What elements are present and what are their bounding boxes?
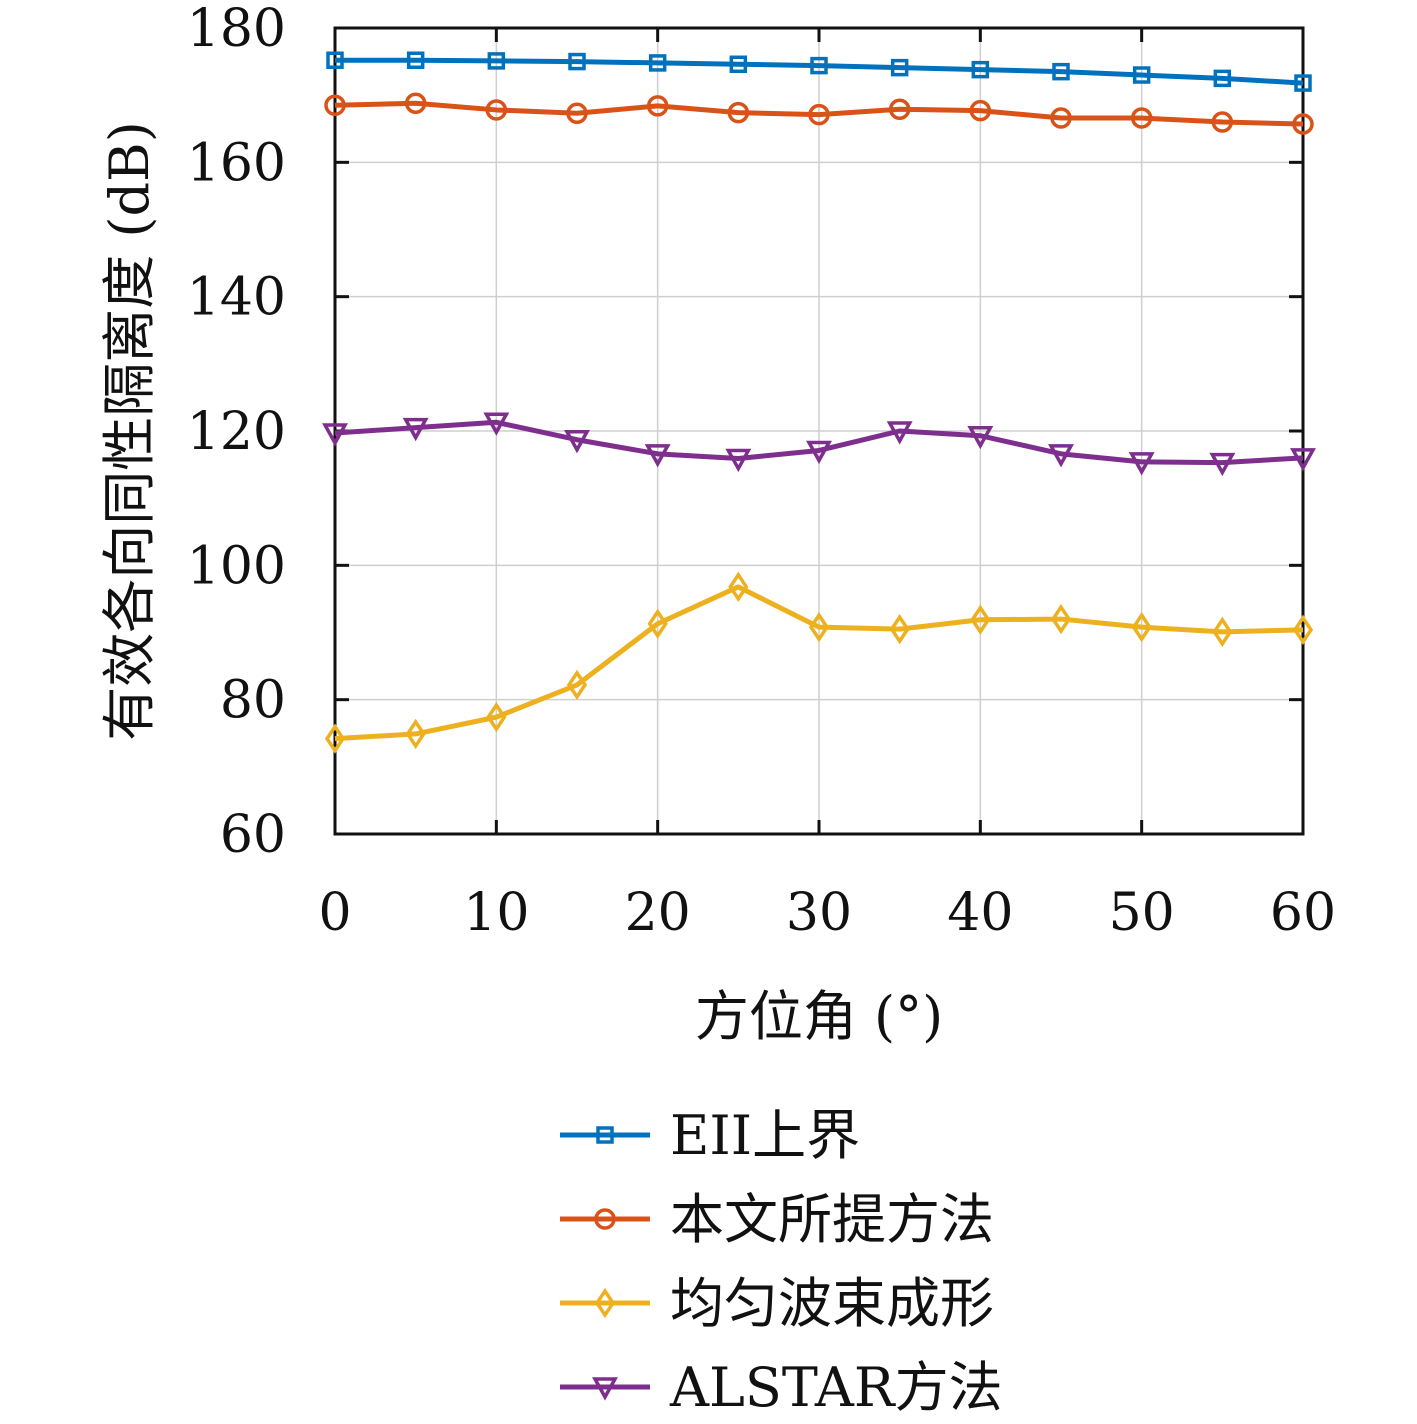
marker-diamond xyxy=(889,613,910,645)
series-1 xyxy=(324,92,1314,135)
marker-square xyxy=(1132,66,1151,84)
marker-diamond xyxy=(808,611,830,643)
series-line xyxy=(334,100,1304,127)
tick-labels: 0 10 20 30 40 50 60 60 80 100 120 140 160 180 xyxy=(187,0,1336,943)
legend-item: EII上界 xyxy=(560,1104,860,1167)
marker-triangle-down xyxy=(1048,444,1074,468)
marker-square xyxy=(326,51,344,69)
legend-label: 均匀波束成形 xyxy=(670,1272,994,1335)
marker-square xyxy=(1294,74,1312,92)
marker-triangle-down xyxy=(322,423,348,447)
legend-label: EII上界 xyxy=(670,1104,860,1167)
marker-square xyxy=(890,58,909,77)
marker-diamond xyxy=(1050,603,1072,635)
marker-triangle-down xyxy=(592,1377,618,1401)
legend-label: ALSTAR方法 xyxy=(669,1356,1003,1419)
marker-diamond xyxy=(594,1287,616,1319)
series-2 xyxy=(324,571,1314,754)
y-tick-label: 120 xyxy=(187,402,286,462)
marker-triangle-down xyxy=(1128,452,1155,476)
marker-triangle-down xyxy=(564,429,590,454)
series-line xyxy=(335,57,1304,86)
marker-circle xyxy=(646,95,669,117)
marker-diamond xyxy=(970,604,991,635)
marker-triangle-down xyxy=(1209,452,1236,477)
x-tick-label: 10 xyxy=(463,883,529,943)
marker-triangle-down xyxy=(725,448,752,473)
marker-square xyxy=(1213,69,1232,88)
y-tick-label: 80 xyxy=(220,671,286,731)
marker-circle xyxy=(1050,107,1072,129)
marker-diamond xyxy=(1212,616,1233,647)
marker-circle xyxy=(1130,107,1153,129)
marker-square xyxy=(568,52,586,71)
marker-diamond xyxy=(324,723,346,754)
legend-item: 均匀波束成形 xyxy=(560,1272,994,1335)
marker-diamond xyxy=(405,718,426,750)
marker-circle xyxy=(485,99,508,121)
series-line xyxy=(334,584,1304,742)
marker-triangle-down xyxy=(402,417,429,442)
marker-square xyxy=(487,52,506,70)
legend-label: 本文所提方法 xyxy=(670,1188,994,1251)
marker-diamond xyxy=(728,571,749,602)
marker-circle xyxy=(727,101,750,124)
series-0 xyxy=(326,51,1312,92)
marker-diamond xyxy=(566,669,588,701)
marker-diamond xyxy=(1131,611,1152,643)
x-axis-title: 方位角 (°) xyxy=(695,985,943,1048)
y-tick-label: 140 xyxy=(187,268,286,328)
marker-circle xyxy=(1292,113,1314,135)
marker-diamond xyxy=(1292,614,1314,645)
marker-circle xyxy=(324,94,346,116)
y-tick-label: 100 xyxy=(187,536,286,596)
x-tick-label: 20 xyxy=(625,883,691,943)
marker-circle xyxy=(566,102,588,125)
marker-triangle-down xyxy=(483,412,510,436)
marker-square xyxy=(596,1126,614,1144)
marker-triangle-down xyxy=(644,444,671,468)
series-line xyxy=(334,419,1304,466)
x-tick-label: 60 xyxy=(1270,883,1336,943)
marker-square xyxy=(729,55,748,74)
x-tick-label: 50 xyxy=(1109,883,1175,943)
marker-diamond xyxy=(486,701,507,733)
marker-circle xyxy=(969,99,992,122)
y-tick-label: 60 xyxy=(220,805,286,865)
marker-circle xyxy=(888,98,911,121)
x-tick-label: 30 xyxy=(786,883,852,943)
marker-triangle-down xyxy=(886,421,913,445)
x-tick-label: 0 xyxy=(318,883,351,943)
marker-square xyxy=(810,56,828,75)
y-tick-label: 160 xyxy=(187,133,286,193)
legend-item: ALSTAR方法 xyxy=(560,1356,1003,1419)
marker-circle xyxy=(808,103,830,126)
marker-triangle-down xyxy=(1290,448,1316,472)
y-axis-title: 有效各向同性隔离度 (dB) xyxy=(98,121,161,741)
marker-square xyxy=(971,60,990,79)
marker-diamond xyxy=(647,608,668,639)
series-3 xyxy=(322,412,1316,477)
marker-square xyxy=(406,51,425,69)
marker-triangle-down xyxy=(806,440,832,465)
grid-lines xyxy=(334,27,1304,835)
legend-item: 本文所提方法 xyxy=(560,1188,994,1251)
marker-circle xyxy=(1211,111,1234,133)
x-tick-label: 40 xyxy=(947,883,1013,943)
marker-circle xyxy=(594,1208,616,1230)
marker-circle xyxy=(404,92,427,114)
y-tick-label: 180 xyxy=(187,0,286,59)
marker-square xyxy=(1052,62,1070,81)
series-group xyxy=(322,51,1316,754)
marker-triangle-down xyxy=(967,425,994,450)
marker-square xyxy=(648,54,667,72)
